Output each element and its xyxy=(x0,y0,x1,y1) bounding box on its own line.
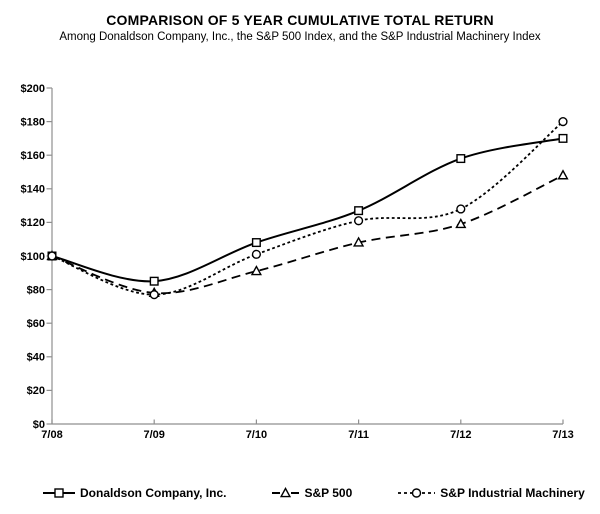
series-line-0 xyxy=(51,137,564,283)
x-tick-label: 7/09 xyxy=(143,429,164,441)
series-line-1 xyxy=(51,174,564,295)
circle-marker xyxy=(251,249,262,259)
y-tick-label: $60 xyxy=(27,318,45,330)
y-tick-label: $40 xyxy=(27,352,45,364)
legend-label: S&P Industrial Machinery xyxy=(440,486,585,500)
circle-marker xyxy=(558,116,568,127)
dotted-line-circle-marker-icon xyxy=(398,488,436,498)
triangle-marker xyxy=(455,218,467,229)
square-marker xyxy=(558,133,568,143)
x-tick-label: 7/11 xyxy=(348,429,369,441)
square-marker xyxy=(354,206,364,216)
y-tick-label: $160 xyxy=(21,150,45,162)
triangle-marker xyxy=(353,236,365,247)
legend-label: S&P 500 xyxy=(304,486,353,500)
y-tick-label: $0 xyxy=(33,419,45,431)
y-tick-label: $140 xyxy=(21,184,45,196)
series-line-2 xyxy=(51,120,564,296)
circle-marker xyxy=(47,251,57,261)
y-tick-label: $80 xyxy=(27,284,45,296)
y-tick-label: $180 xyxy=(21,116,45,128)
triangle-marker xyxy=(250,265,262,276)
triangle-marker xyxy=(557,169,569,180)
x-tick-label: 7/12 xyxy=(450,429,471,441)
circle-marker xyxy=(149,290,159,300)
chart-legend: Donaldson Company, Inc. S&P 500 S&P Indu… xyxy=(0,484,600,502)
square-marker xyxy=(149,276,159,286)
y-tick-label: $120 xyxy=(21,217,45,229)
circle-marker xyxy=(354,216,364,226)
legend-label: Donaldson Company, Inc. xyxy=(80,486,227,500)
square-marker xyxy=(251,238,261,248)
y-tick-label: $20 xyxy=(27,385,45,397)
x-tick-label: 7/13 xyxy=(552,429,573,441)
x-tick-label: 7/08 xyxy=(41,429,62,441)
square-marker xyxy=(456,154,466,164)
chart-subtitle: Among Donaldson Company, Inc., the S&P 5… xyxy=(59,31,541,43)
chart-title: COMPARISON OF 5 YEAR CUMULATIVE TOTAL RE… xyxy=(106,12,494,28)
y-tick-label: $100 xyxy=(21,251,45,263)
x-tick-label: 7/10 xyxy=(246,429,267,441)
y-tick-label: $200 xyxy=(21,83,45,95)
legend-item-industrial-machinery: S&P Industrial Machinery xyxy=(398,486,585,500)
legend-item-sp500: S&P 500 xyxy=(272,486,352,500)
circle-marker xyxy=(456,204,466,214)
solid-line-square-marker-icon xyxy=(43,488,75,498)
dashed-line-triangle-marker-icon xyxy=(272,487,300,498)
legend-item-donaldson: Donaldson Company, Inc. xyxy=(43,486,226,500)
